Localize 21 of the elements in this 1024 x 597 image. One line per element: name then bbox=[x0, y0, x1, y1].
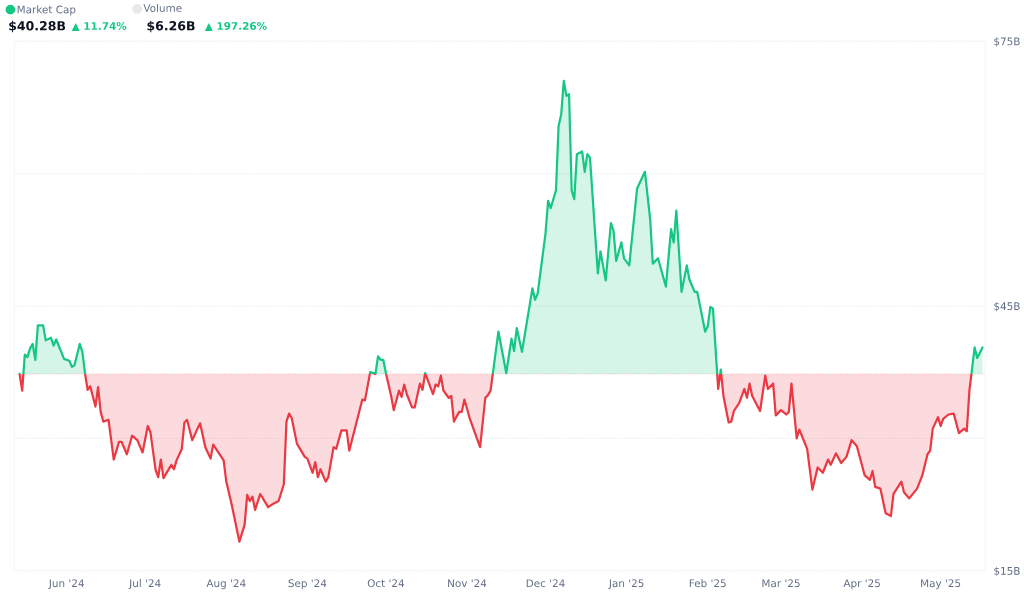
y-tick-label: $45B bbox=[994, 302, 1020, 312]
x-tick-label: Mar '25 bbox=[762, 579, 800, 588]
text: ▲ 11.74% bbox=[71, 22, 127, 32]
legend-label: Market Cap bbox=[17, 5, 76, 16]
y-tick-label: $75B bbox=[994, 37, 1020, 47]
x-tick-label: Dec '24 bbox=[526, 579, 565, 588]
y-tick-label: $15B bbox=[994, 566, 1020, 577]
text: Volume bbox=[143, 3, 182, 12]
x-tick-label: Aug '24 bbox=[206, 579, 246, 590]
x-tick-label: Feb '25 bbox=[689, 579, 726, 588]
text: $40.28B bbox=[9, 20, 66, 33]
text: $6.26B bbox=[147, 20, 195, 33]
text: ▲ 197.26% bbox=[204, 22, 267, 32]
x-tick-label: Jan '25 bbox=[608, 579, 644, 590]
x-tick-label: Jul '24 bbox=[128, 579, 161, 590]
x-tick-label: Apr '25 bbox=[843, 579, 880, 590]
x-tick-label: May '25 bbox=[921, 579, 961, 590]
x-tick-label: Oct '24 bbox=[367, 579, 405, 588]
x-tick-label: Jun '24 bbox=[48, 579, 84, 590]
x-tick-label: Sep '24 bbox=[288, 579, 327, 590]
x-tick-label: Nov '24 bbox=[448, 579, 487, 588]
